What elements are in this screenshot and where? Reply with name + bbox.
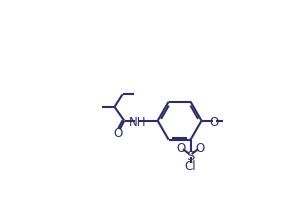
- Text: O: O: [176, 142, 185, 155]
- Text: Cl: Cl: [185, 160, 196, 173]
- Text: NH: NH: [129, 116, 146, 129]
- Text: O: O: [114, 127, 123, 140]
- Text: O: O: [210, 116, 219, 129]
- Text: S: S: [186, 150, 195, 163]
- Text: O: O: [196, 142, 205, 155]
